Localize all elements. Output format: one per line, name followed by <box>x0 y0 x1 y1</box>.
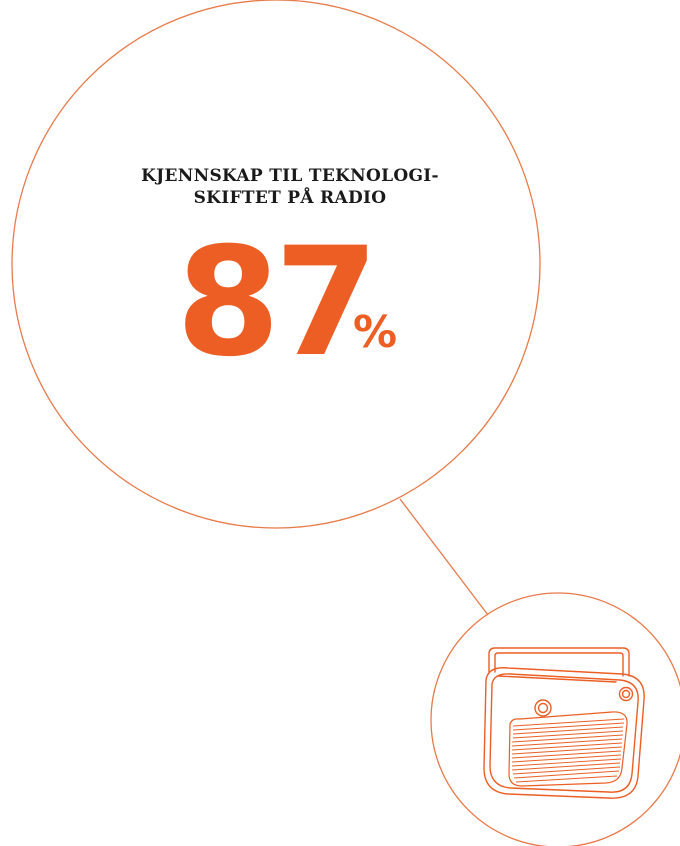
icon-circle <box>430 592 680 846</box>
connector-line <box>399 498 489 616</box>
stat-value: 87 <box>176 216 379 390</box>
stat-figure: 87 % <box>170 228 430 388</box>
heading: KJENNSKAP TIL TEKNOLOGI- SKIFTET PÅ RADI… <box>90 165 490 209</box>
stat-circle <box>11 0 541 529</box>
radio-grille <box>511 718 625 783</box>
stat-unit: % <box>353 307 398 358</box>
heading-line-1: KJENNSKAP TIL TEKNOLOGI- <box>141 166 439 186</box>
radio-icon <box>483 647 645 799</box>
heading-line-2: SKIFTET PÅ RADIO <box>193 188 387 208</box>
